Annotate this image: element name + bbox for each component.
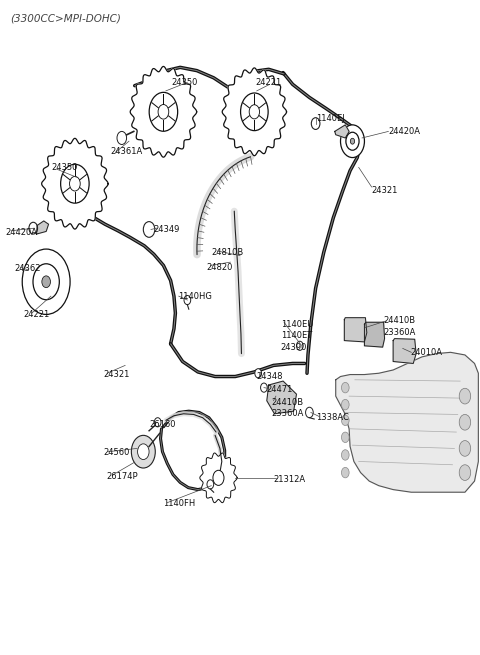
Text: 23360A: 23360A: [271, 409, 303, 419]
Circle shape: [33, 264, 60, 300]
Circle shape: [341, 415, 349, 426]
Text: 24410B: 24410B: [384, 316, 416, 326]
Polygon shape: [364, 322, 384, 347]
Circle shape: [149, 92, 178, 131]
Circle shape: [138, 444, 149, 460]
Circle shape: [29, 222, 37, 234]
Circle shape: [459, 441, 471, 457]
Text: 24820: 24820: [206, 263, 233, 272]
Circle shape: [341, 468, 349, 478]
Text: 24349: 24349: [154, 225, 180, 234]
Text: 26174P: 26174P: [106, 472, 138, 481]
Text: 1140FH: 1140FH: [163, 500, 196, 508]
Polygon shape: [393, 339, 416, 364]
Text: 24560: 24560: [104, 449, 130, 457]
Circle shape: [42, 276, 50, 288]
Circle shape: [240, 93, 268, 130]
Text: 1140ET: 1140ET: [281, 331, 312, 341]
Text: 24350: 24350: [51, 163, 77, 172]
Text: 24361A: 24361A: [111, 147, 143, 155]
Text: 1140HG: 1140HG: [178, 291, 212, 301]
Polygon shape: [130, 66, 197, 157]
Text: 24471: 24471: [266, 385, 293, 394]
Circle shape: [207, 480, 214, 489]
Text: 24350: 24350: [172, 78, 198, 87]
Text: 24348: 24348: [257, 372, 283, 381]
Circle shape: [312, 118, 320, 130]
Polygon shape: [36, 221, 48, 234]
Circle shape: [341, 383, 349, 393]
Circle shape: [213, 470, 224, 485]
Circle shape: [346, 132, 359, 150]
Circle shape: [350, 138, 355, 144]
Circle shape: [249, 105, 260, 119]
Polygon shape: [336, 352, 479, 492]
Circle shape: [117, 132, 127, 145]
Text: 24321: 24321: [104, 370, 130, 379]
Circle shape: [459, 415, 471, 430]
Text: 1338AC: 1338AC: [317, 413, 349, 422]
Circle shape: [341, 400, 349, 410]
Polygon shape: [200, 453, 237, 502]
Circle shape: [306, 407, 313, 418]
Text: 24221: 24221: [24, 310, 50, 319]
Circle shape: [60, 164, 89, 203]
Text: 24420A: 24420A: [388, 127, 420, 136]
Circle shape: [297, 341, 303, 350]
Circle shape: [341, 432, 349, 443]
Text: 21312A: 21312A: [274, 475, 306, 483]
Circle shape: [158, 105, 169, 119]
Circle shape: [341, 450, 349, 460]
Text: 24420A: 24420A: [5, 228, 37, 237]
Circle shape: [459, 465, 471, 481]
Text: 1140EJ: 1140EJ: [317, 114, 345, 123]
Polygon shape: [335, 125, 349, 138]
Circle shape: [132, 436, 156, 468]
Circle shape: [155, 418, 161, 427]
Text: 24390: 24390: [281, 343, 307, 352]
Text: 1140EU: 1140EU: [281, 320, 313, 329]
Circle shape: [70, 176, 80, 191]
Polygon shape: [267, 381, 297, 414]
Text: 24410B: 24410B: [271, 398, 303, 407]
Polygon shape: [42, 138, 108, 229]
Text: 26160: 26160: [149, 420, 176, 429]
Text: 23360A: 23360A: [384, 328, 416, 337]
Text: 24362: 24362: [14, 264, 41, 273]
Circle shape: [184, 295, 191, 305]
Circle shape: [22, 249, 70, 314]
Text: 24321: 24321: [372, 186, 398, 195]
Circle shape: [261, 383, 267, 392]
Text: 24221: 24221: [255, 78, 282, 87]
Polygon shape: [222, 68, 287, 156]
Text: 24010A: 24010A: [410, 348, 442, 357]
Text: 24810B: 24810B: [211, 248, 243, 257]
Text: (3300CC>MPI-DOHC): (3300CC>MPI-DOHC): [10, 14, 121, 24]
Circle shape: [255, 369, 262, 378]
Circle shape: [144, 221, 155, 237]
Circle shape: [340, 125, 364, 158]
Polygon shape: [344, 318, 367, 342]
Circle shape: [459, 388, 471, 404]
